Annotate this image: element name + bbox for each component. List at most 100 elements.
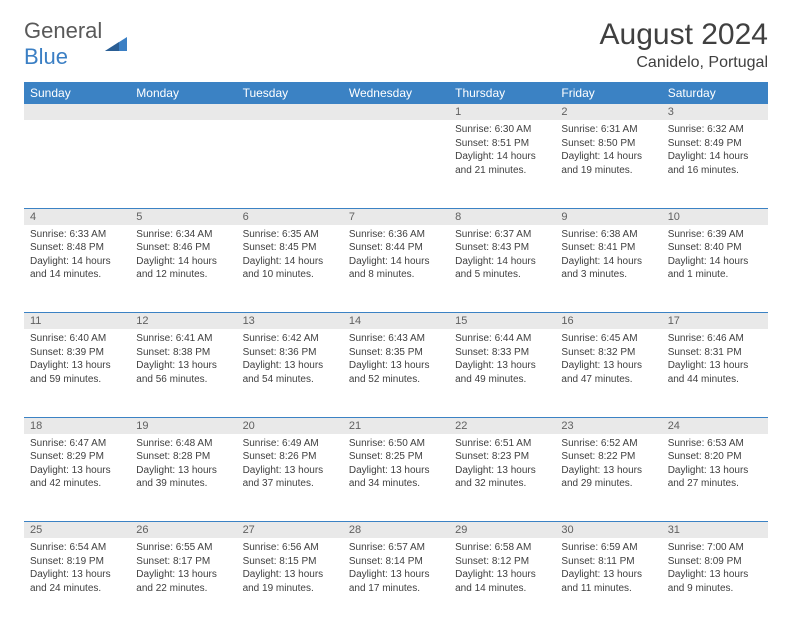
- sunset-line: Sunset: 8:40 PM: [668, 241, 762, 255]
- day-number-cell: 13: [237, 313, 343, 330]
- daylight-line: Daylight: 14 hours and 10 minutes.: [243, 255, 337, 282]
- calendar-page: General Blue August 2024 Canidelo, Portu…: [0, 0, 792, 636]
- daylight-line: Daylight: 14 hours and 19 minutes.: [561, 150, 655, 177]
- day-cell: Sunrise: 6:31 AMSunset: 8:50 PMDaylight:…: [555, 120, 661, 208]
- daylight-line: Daylight: 13 hours and 27 minutes.: [668, 464, 762, 491]
- month-title: August 2024: [600, 18, 768, 52]
- sunset-line: Sunset: 8:51 PM: [455, 137, 549, 151]
- daylight-line: Daylight: 13 hours and 54 minutes.: [243, 359, 337, 386]
- daylight-line: Daylight: 14 hours and 16 minutes.: [668, 150, 762, 177]
- sunset-line: Sunset: 8:50 PM: [561, 137, 655, 151]
- weekday-header: Monday: [130, 82, 236, 104]
- location: Canidelo, Portugal: [600, 54, 768, 72]
- day-cell: Sunrise: 6:30 AMSunset: 8:51 PMDaylight:…: [449, 120, 555, 208]
- sunrise-line: Sunrise: 6:54 AM: [30, 541, 124, 555]
- sunset-line: Sunset: 8:19 PM: [30, 555, 124, 569]
- day-number-cell: 8: [449, 208, 555, 225]
- sunrise-line: Sunrise: 6:30 AM: [455, 123, 549, 137]
- daylight-line: Daylight: 14 hours and 21 minutes.: [455, 150, 549, 177]
- day-cell: Sunrise: 7:00 AMSunset: 8:09 PMDaylight:…: [662, 538, 768, 626]
- sunset-line: Sunset: 8:45 PM: [243, 241, 337, 255]
- day-number-cell: 11: [24, 313, 130, 330]
- day-cell: Sunrise: 6:32 AMSunset: 8:49 PMDaylight:…: [662, 120, 768, 208]
- day-number-cell: 3: [662, 104, 768, 120]
- sunset-line: Sunset: 8:12 PM: [455, 555, 549, 569]
- day-cell: Sunrise: 6:57 AMSunset: 8:14 PMDaylight:…: [343, 538, 449, 626]
- day-cell-body: Sunrise: 6:44 AMSunset: 8:33 PMDaylight:…: [449, 329, 555, 392]
- day-cell: [343, 120, 449, 208]
- day-cell: Sunrise: 6:47 AMSunset: 8:29 PMDaylight:…: [24, 434, 130, 522]
- week-row: Sunrise: 6:40 AMSunset: 8:39 PMDaylight:…: [24, 329, 768, 417]
- day-cell: Sunrise: 6:35 AMSunset: 8:45 PMDaylight:…: [237, 225, 343, 313]
- sunset-line: Sunset: 8:20 PM: [668, 450, 762, 464]
- daylight-line: Daylight: 14 hours and 12 minutes.: [136, 255, 230, 282]
- logo-triangle-icon: [105, 37, 127, 51]
- day-cell-body: Sunrise: 6:46 AMSunset: 8:31 PMDaylight:…: [662, 329, 768, 392]
- day-cell: Sunrise: 6:53 AMSunset: 8:20 PMDaylight:…: [662, 434, 768, 522]
- sunset-line: Sunset: 8:48 PM: [30, 241, 124, 255]
- sunrise-line: Sunrise: 6:32 AM: [668, 123, 762, 137]
- sunrise-line: Sunrise: 7:00 AM: [668, 541, 762, 555]
- day-cell-body: Sunrise: 6:34 AMSunset: 8:46 PMDaylight:…: [130, 225, 236, 288]
- logo-text-gray: General: [24, 18, 102, 43]
- day-cell-body: Sunrise: 6:55 AMSunset: 8:17 PMDaylight:…: [130, 538, 236, 601]
- day-cell: Sunrise: 6:39 AMSunset: 8:40 PMDaylight:…: [662, 225, 768, 313]
- day-cell: Sunrise: 6:45 AMSunset: 8:32 PMDaylight:…: [555, 329, 661, 417]
- day-number-cell: 31: [662, 522, 768, 539]
- daylight-line: Daylight: 13 hours and 19 minutes.: [243, 568, 337, 595]
- sunrise-line: Sunrise: 6:38 AM: [561, 228, 655, 242]
- day-cell: Sunrise: 6:42 AMSunset: 8:36 PMDaylight:…: [237, 329, 343, 417]
- sunrise-line: Sunrise: 6:41 AM: [136, 332, 230, 346]
- day-number-cell: 21: [343, 417, 449, 434]
- day-number-cell: 5: [130, 208, 236, 225]
- daynum-row: 18192021222324: [24, 417, 768, 434]
- day-cell-body: Sunrise: 6:40 AMSunset: 8:39 PMDaylight:…: [24, 329, 130, 392]
- day-cell-body: Sunrise: 6:39 AMSunset: 8:40 PMDaylight:…: [662, 225, 768, 288]
- sunset-line: Sunset: 8:31 PM: [668, 346, 762, 360]
- sunset-line: Sunset: 8:41 PM: [561, 241, 655, 255]
- daynum-row: 11121314151617: [24, 313, 768, 330]
- day-cell-body: Sunrise: 6:35 AMSunset: 8:45 PMDaylight:…: [237, 225, 343, 288]
- day-number-cell: 4: [24, 208, 130, 225]
- daylight-line: Daylight: 14 hours and 3 minutes.: [561, 255, 655, 282]
- sunset-line: Sunset: 8:14 PM: [349, 555, 443, 569]
- sunset-line: Sunset: 8:35 PM: [349, 346, 443, 360]
- sunrise-line: Sunrise: 6:57 AM: [349, 541, 443, 555]
- daylight-line: Daylight: 13 hours and 14 minutes.: [455, 568, 549, 595]
- weekday-header-row: Sunday Monday Tuesday Wednesday Thursday…: [24, 82, 768, 104]
- day-cell-body: Sunrise: 6:54 AMSunset: 8:19 PMDaylight:…: [24, 538, 130, 601]
- day-cell-body: Sunrise: 6:38 AMSunset: 8:41 PMDaylight:…: [555, 225, 661, 288]
- sunset-line: Sunset: 8:23 PM: [455, 450, 549, 464]
- day-number-cell: 20: [237, 417, 343, 434]
- day-cell-body: Sunrise: 6:59 AMSunset: 8:11 PMDaylight:…: [555, 538, 661, 601]
- day-number-cell: [24, 104, 130, 120]
- title-block: August 2024 Canidelo, Portugal: [600, 18, 768, 72]
- day-number-cell: 24: [662, 417, 768, 434]
- sunrise-line: Sunrise: 6:37 AM: [455, 228, 549, 242]
- day-cell: Sunrise: 6:38 AMSunset: 8:41 PMDaylight:…: [555, 225, 661, 313]
- sunrise-line: Sunrise: 6:59 AM: [561, 541, 655, 555]
- day-number-cell: 14: [343, 313, 449, 330]
- day-number-cell: [343, 104, 449, 120]
- day-cell: Sunrise: 6:55 AMSunset: 8:17 PMDaylight:…: [130, 538, 236, 626]
- daylight-line: Daylight: 13 hours and 52 minutes.: [349, 359, 443, 386]
- sunset-line: Sunset: 8:38 PM: [136, 346, 230, 360]
- weekday-header: Friday: [555, 82, 661, 104]
- sunset-line: Sunset: 8:17 PM: [136, 555, 230, 569]
- day-number-cell: 12: [130, 313, 236, 330]
- sunrise-line: Sunrise: 6:55 AM: [136, 541, 230, 555]
- day-number-cell: 9: [555, 208, 661, 225]
- sunrise-line: Sunrise: 6:39 AM: [668, 228, 762, 242]
- day-cell-body: Sunrise: 6:45 AMSunset: 8:32 PMDaylight:…: [555, 329, 661, 392]
- sunrise-line: Sunrise: 6:48 AM: [136, 437, 230, 451]
- day-cell-body: Sunrise: 6:43 AMSunset: 8:35 PMDaylight:…: [343, 329, 449, 392]
- sunrise-line: Sunrise: 6:49 AM: [243, 437, 337, 451]
- weekday-header: Saturday: [662, 82, 768, 104]
- day-cell: [130, 120, 236, 208]
- sunrise-line: Sunrise: 6:44 AM: [455, 332, 549, 346]
- day-cell: Sunrise: 6:49 AMSunset: 8:26 PMDaylight:…: [237, 434, 343, 522]
- day-cell-body: Sunrise: 6:31 AMSunset: 8:50 PMDaylight:…: [555, 120, 661, 183]
- weekday-header: Thursday: [449, 82, 555, 104]
- day-cell-body: Sunrise: 6:49 AMSunset: 8:26 PMDaylight:…: [237, 434, 343, 497]
- daynum-row: 123: [24, 104, 768, 120]
